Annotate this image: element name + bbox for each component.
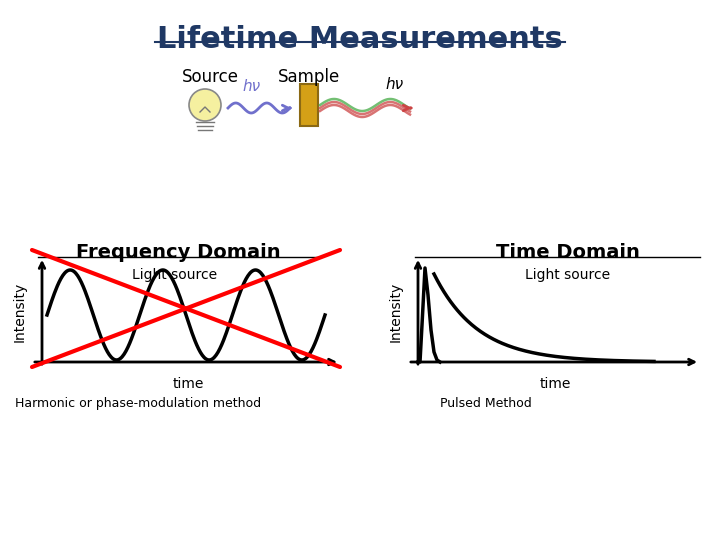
Text: Harmonic or phase-modulation method: Harmonic or phase-modulation method [15, 397, 261, 410]
Text: Source: Source [181, 68, 238, 86]
Text: time: time [539, 377, 571, 391]
Text: hν: hν [243, 79, 261, 94]
Text: Pulsed Method: Pulsed Method [440, 397, 532, 410]
Text: Intensity: Intensity [13, 282, 27, 342]
Text: Lifetime Measurements: Lifetime Measurements [157, 25, 563, 54]
Text: hν: hν [386, 77, 404, 92]
Text: Frequency Domain: Frequency Domain [76, 243, 280, 262]
Text: Sample: Sample [278, 68, 340, 86]
Circle shape [189, 89, 221, 121]
FancyBboxPatch shape [300, 84, 318, 126]
Text: Light source: Light source [132, 268, 217, 282]
Text: Light source: Light source [526, 268, 611, 282]
Text: time: time [172, 377, 204, 391]
Text: Time Domain: Time Domain [496, 243, 640, 262]
Text: Intensity: Intensity [389, 282, 403, 342]
